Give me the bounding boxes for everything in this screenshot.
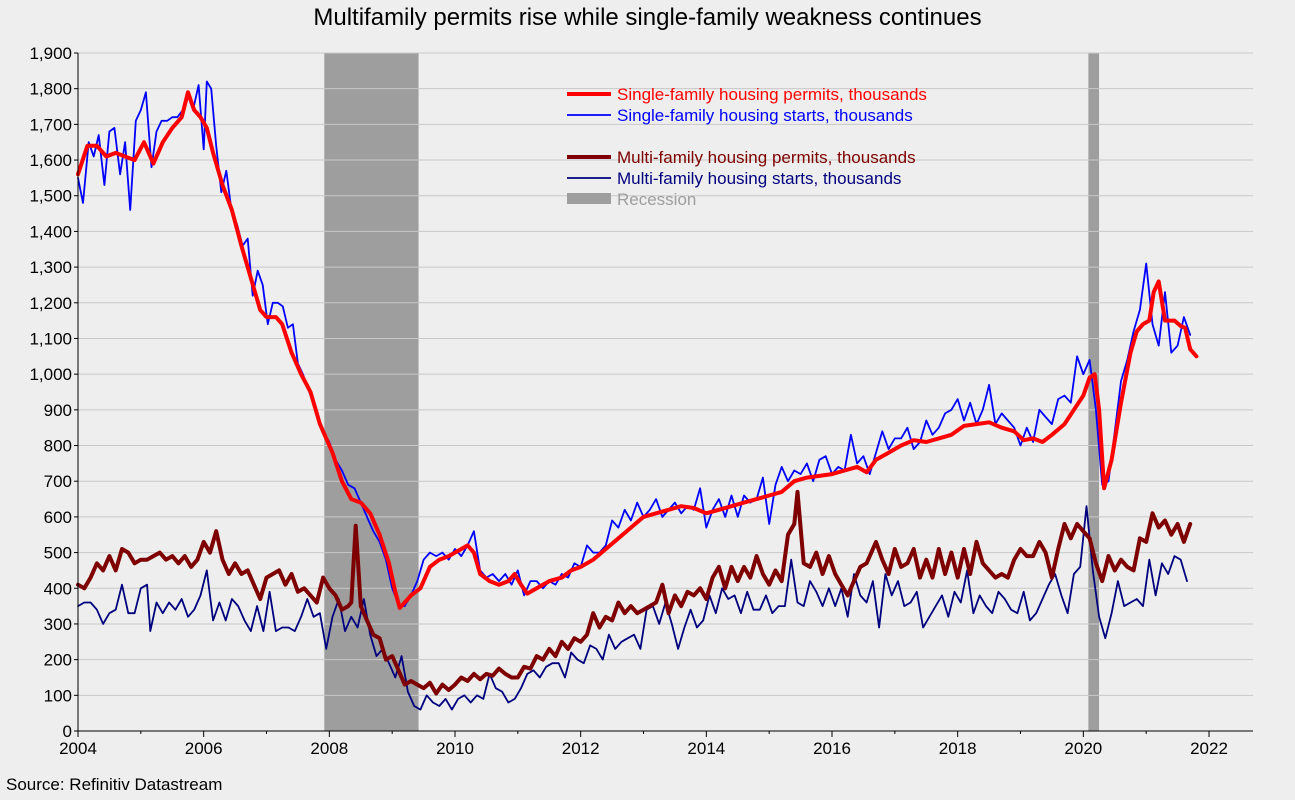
- legend-label: Single-family housing starts, thousands: [617, 106, 913, 125]
- y-tick-label: 1,200: [29, 294, 72, 313]
- legend: Single-family housing permits, thousands…: [567, 85, 927, 209]
- y-tick-label: 600: [44, 508, 72, 527]
- x-tick-label: 2012: [562, 739, 600, 758]
- y-tick-label: 200: [44, 651, 72, 670]
- y-tick-label: 1,100: [29, 329, 72, 348]
- recession-bar: [324, 53, 419, 731]
- series-line-1: [76, 90, 1199, 610]
- y-tick-label: 300: [44, 615, 72, 634]
- legend-label: Multi-family housing permits, thousands: [617, 148, 916, 167]
- y-tick-label: 500: [44, 544, 72, 563]
- series-line-3: [76, 489, 1193, 696]
- y-tick-label: 100: [44, 686, 72, 705]
- x-tick-label: 2018: [939, 739, 977, 758]
- x-tick-label: 2004: [59, 739, 97, 758]
- legend-label: Multi-family housing starts, thousands: [617, 169, 901, 188]
- x-tick-label: 2006: [185, 739, 223, 758]
- series-lines: [76, 80, 1199, 711]
- y-tick-label: 1,400: [29, 222, 72, 241]
- axes: 0 100 200 300 400 500 600 700 800 900 1,000 1,100 1,…: [29, 44, 1253, 758]
- y-tick-label: 400: [44, 579, 72, 598]
- x-tick-label: 2020: [1064, 739, 1102, 758]
- source-note: Source: Refinitiv Datastream: [6, 775, 223, 794]
- y-tick-label: 1,900: [29, 44, 72, 63]
- y-tick-label: 0: [63, 722, 72, 741]
- y-tick-label: 1,000: [29, 365, 72, 384]
- y-tick-label: 1,800: [29, 80, 72, 99]
- x-tick-label: 2010: [436, 739, 474, 758]
- series-line-4: [77, 505, 1188, 711]
- legend-swatch-recession: [567, 193, 611, 204]
- y-tick-label: 1,600: [29, 151, 72, 170]
- legend-label-recession: Recession: [617, 190, 696, 209]
- y-tick-label: 700: [44, 472, 72, 491]
- y-tick-label: 900: [44, 401, 72, 420]
- y-tick-label: 800: [44, 437, 72, 456]
- chart-title: Multifamily permits rise while single-fa…: [313, 4, 982, 31]
- x-tick-label: 2008: [310, 739, 348, 758]
- x-tick-label: 2014: [687, 739, 725, 758]
- y-tick-label: 1,300: [29, 258, 72, 277]
- x-tick-label: 2016: [813, 739, 851, 758]
- x-tick-label: 2022: [1190, 739, 1228, 758]
- y-tick-label: 1,700: [29, 115, 72, 134]
- grid-lines: [78, 52, 1253, 696]
- legend-label: Single-family housing permits, thousands: [617, 85, 927, 104]
- y-tick-label: 1,500: [29, 187, 72, 206]
